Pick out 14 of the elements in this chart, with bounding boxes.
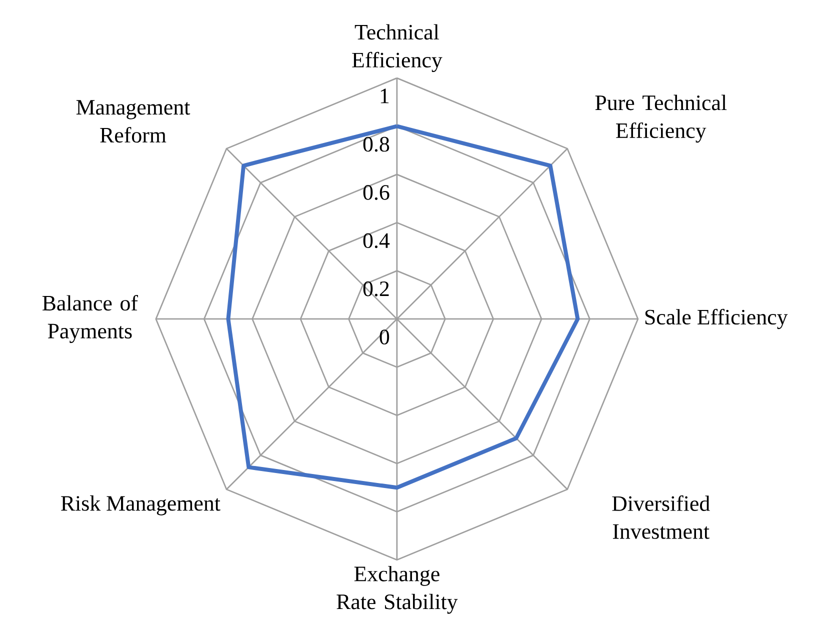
y-tick-label: 0.6 (363, 185, 390, 200)
spoke-label: Balance of Payments (42, 294, 138, 344)
y-tick-label: 0.4 (363, 233, 390, 248)
spoke-label: Technical Efficiency (352, 24, 442, 72)
spoke-label: Management Reform (76, 100, 190, 143)
y-tick-label: 0 (380, 330, 390, 344)
y-tick-label: 0.8 (363, 136, 390, 152)
spoke-label: Pure Technical Efficiency (595, 94, 727, 143)
y-tick-label: 1 (380, 88, 389, 104)
spoke-label: Diversified Investment (612, 495, 710, 539)
y-tick-label: 0.2 (363, 281, 389, 296)
spoke-label: Exchange Rate Stability (336, 566, 458, 614)
spoke-label: Scale Efficiency (645, 308, 788, 330)
spoke-label: Risk Management (61, 495, 220, 516)
